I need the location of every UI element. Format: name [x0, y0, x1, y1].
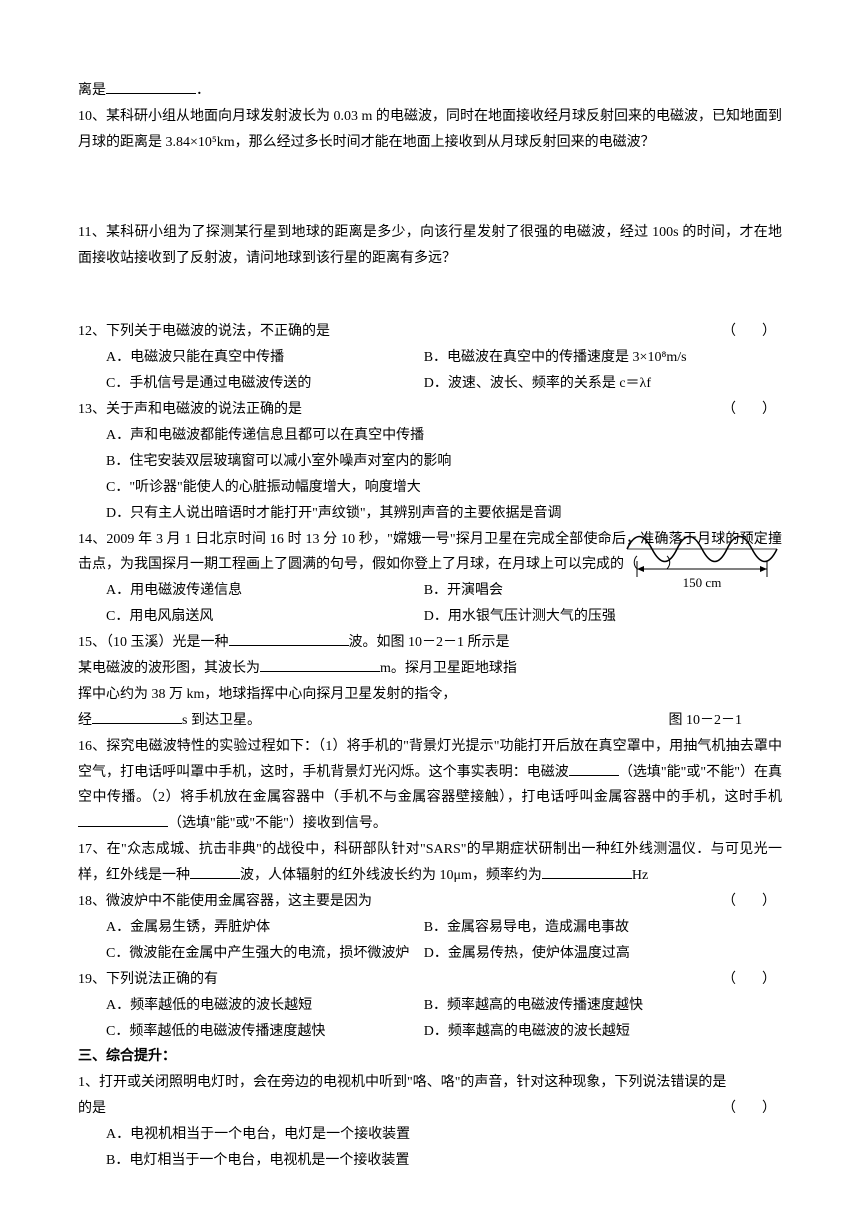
q16-blank2[interactable]: [78, 813, 168, 827]
q16-blank1[interactable]: [569, 762, 619, 776]
q18-paren[interactable]: （ ）: [722, 889, 782, 915]
q18-C: C．微波能在金属中产生强大的电流，损坏微波炉: [106, 941, 424, 967]
q13-A: A．声和电磁波都能传递信息且都可以在真空中传播: [78, 423, 782, 449]
q9-period: ．: [196, 83, 210, 98]
q15-l3: 挥中心约为 38 万 km，地球指挥中心向探月卫星发射的指令，: [78, 682, 598, 708]
q15-l2a: 某电磁波的波形图，其波长为: [78, 661, 260, 676]
q18-stem: 18、微波炉中不能使用金属容器，这主要是因为: [78, 889, 372, 915]
q18-B: B．金属容易导电，造成漏电事故: [424, 915, 782, 941]
q19-D: D．频率越高的电磁波的波长越短: [424, 1019, 782, 1045]
wave-diagram: 150 cm: [622, 519, 782, 599]
q9-blank[interactable]: [106, 80, 196, 94]
q12-D: D．波速、波长、频率的关系是 c＝λf: [424, 371, 782, 397]
q14-A: A．用电磁波传递信息: [106, 578, 424, 604]
q15-fig-label: 图 10－2－1: [669, 708, 783, 734]
svg-text:150 cm: 150 cm: [683, 575, 722, 590]
q13-paren[interactable]: （ ）: [722, 397, 782, 423]
q15-l4b: s 到达卫星。: [182, 713, 261, 728]
q18-A: A．金属易生锈，弄脏炉体: [106, 915, 424, 941]
q15-blank2[interactable]: [260, 658, 380, 672]
section3-title: 三、综合提升：: [78, 1044, 782, 1070]
s3q1-A: A．电视机相当于一个电台，电灯是一个接收装置: [78, 1122, 782, 1148]
q19-stem: 19、下列说法正确的有: [78, 967, 218, 993]
q11: 11、某科研小组为了探测某行星到地球的距离是多少，向该行星发射了很强的电磁波，经…: [78, 220, 782, 272]
q19-paren[interactable]: （ ）: [722, 967, 782, 993]
s3q1-paren[interactable]: （ ）: [722, 1096, 782, 1122]
q17-blank2[interactable]: [542, 865, 632, 879]
q19-C: C．频率越低的电磁波传播速度越快: [106, 1019, 424, 1045]
q12-C: C．手机信号是通过电磁波传送的: [106, 371, 424, 397]
q15-l4a: 经: [78, 713, 92, 728]
q9-tail: 离是: [78, 83, 106, 98]
q17-blank1[interactable]: [190, 865, 240, 879]
q14-D: D．用水银气压计测大气的压强: [424, 604, 782, 630]
q13-B: B．住宅安装双层玻璃窗可以减小室外噪声对室内的影响: [78, 449, 782, 475]
q10: 10、某科研小组从地面向月球发射波长为 0.03 m 的电磁波，同时在地面接收经…: [78, 104, 782, 156]
q15-blank3[interactable]: [92, 710, 182, 724]
q15-blank1[interactable]: [229, 632, 349, 646]
q12-stem: 12、下列关于电磁波的说法，不正确的是: [78, 319, 330, 345]
q19-A: A．频率越低的电磁波的波长越短: [106, 993, 424, 1019]
q16-p3: （选填"能"或"不能"）接收到信号。: [168, 816, 387, 831]
q15-l2b: m。探月卫星距地球指: [380, 661, 517, 676]
q15-l1b: 波。如图 10－2－1 所示是: [349, 635, 510, 650]
q19-B: B．频率越高的电磁波传播速度越快: [424, 993, 782, 1019]
q14-C: C．用电风扇送风: [106, 604, 424, 630]
q12-A: A．电磁波只能在真空中传播: [106, 345, 424, 371]
q15-l1a: 15、（10 玉溪）光是一种: [78, 635, 229, 650]
q17-p3: Hz: [632, 868, 648, 883]
q17-p2: 波，人体辐射的红外线波长约为 10μm，频率约为: [240, 868, 542, 883]
q13-C: C．"听诊器"能使人的心脏振动幅度增大，响度增大: [78, 475, 782, 501]
q13-stem: 13、关于声和电磁波的说法正确的是: [78, 397, 302, 423]
q18-D: D．金属易传热，使炉体温度过高: [424, 941, 782, 967]
q12-B: B．电磁波在真空中的传播速度是 3×10⁸m/s: [424, 345, 782, 371]
s3q1-B: B．电灯相当于一个电台，电视机是一个接收装置: [78, 1148, 782, 1174]
s3q1-stem-tail: 的是: [78, 1096, 106, 1122]
s3q1-stem: 1、打开或关闭照明电灯时，会在旁边的电视机中听到"咯、咯"的声音，针对这种现象，…: [78, 1070, 782, 1096]
q12-paren[interactable]: （ ）: [722, 319, 782, 345]
